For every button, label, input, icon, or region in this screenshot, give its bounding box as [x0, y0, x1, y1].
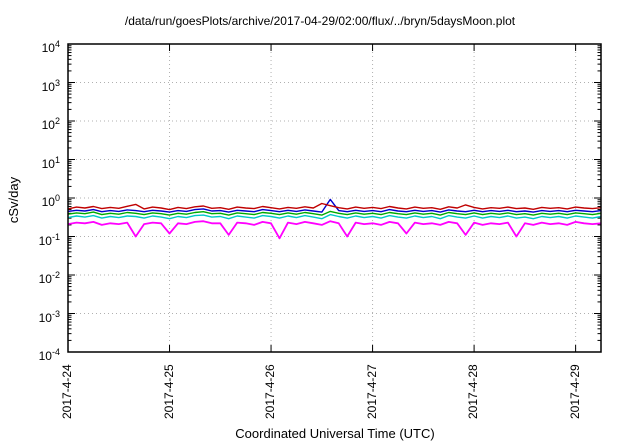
series-blue	[67, 198, 602, 213]
y-tick-label: 10-3	[38, 308, 60, 325]
x-tick-label: 2017-4-24	[60, 364, 74, 419]
plot-title: /data/run/goesPlots/archive/2017-04-29/0…	[124, 14, 516, 28]
y-tick-label: 10-2	[38, 270, 60, 286]
plot-border	[67, 43, 602, 353]
series-green	[67, 210, 602, 216]
y-tick-label: 100	[41, 193, 60, 209]
y-tick-label: 103	[41, 77, 60, 94]
y-tick-label: 104	[41, 39, 60, 55]
series-magenta	[67, 220, 602, 240]
series-cyan	[67, 213, 602, 220]
x-tick-label: 2017-4-29	[567, 364, 582, 419]
x-axis-label: Coordinated Universal Time (UTC)	[235, 426, 435, 441]
grid	[68, 44, 601, 352]
y-tick-label: 102	[41, 116, 60, 132]
x-tick-label: 2017-4-26	[263, 364, 278, 419]
x-tick-label: 2017-4-28	[466, 364, 481, 419]
x-tick-label: 2017-4-25	[161, 364, 176, 419]
y-tick-label: 10-1	[38, 231, 60, 248]
axis-ticks	[67, 43, 601, 353]
y-tick-label: 101	[41, 154, 60, 171]
y-tick-label: 10-4	[38, 347, 60, 363]
x-tick-label: 2017-4-27	[364, 364, 379, 419]
series-red	[67, 202, 602, 211]
